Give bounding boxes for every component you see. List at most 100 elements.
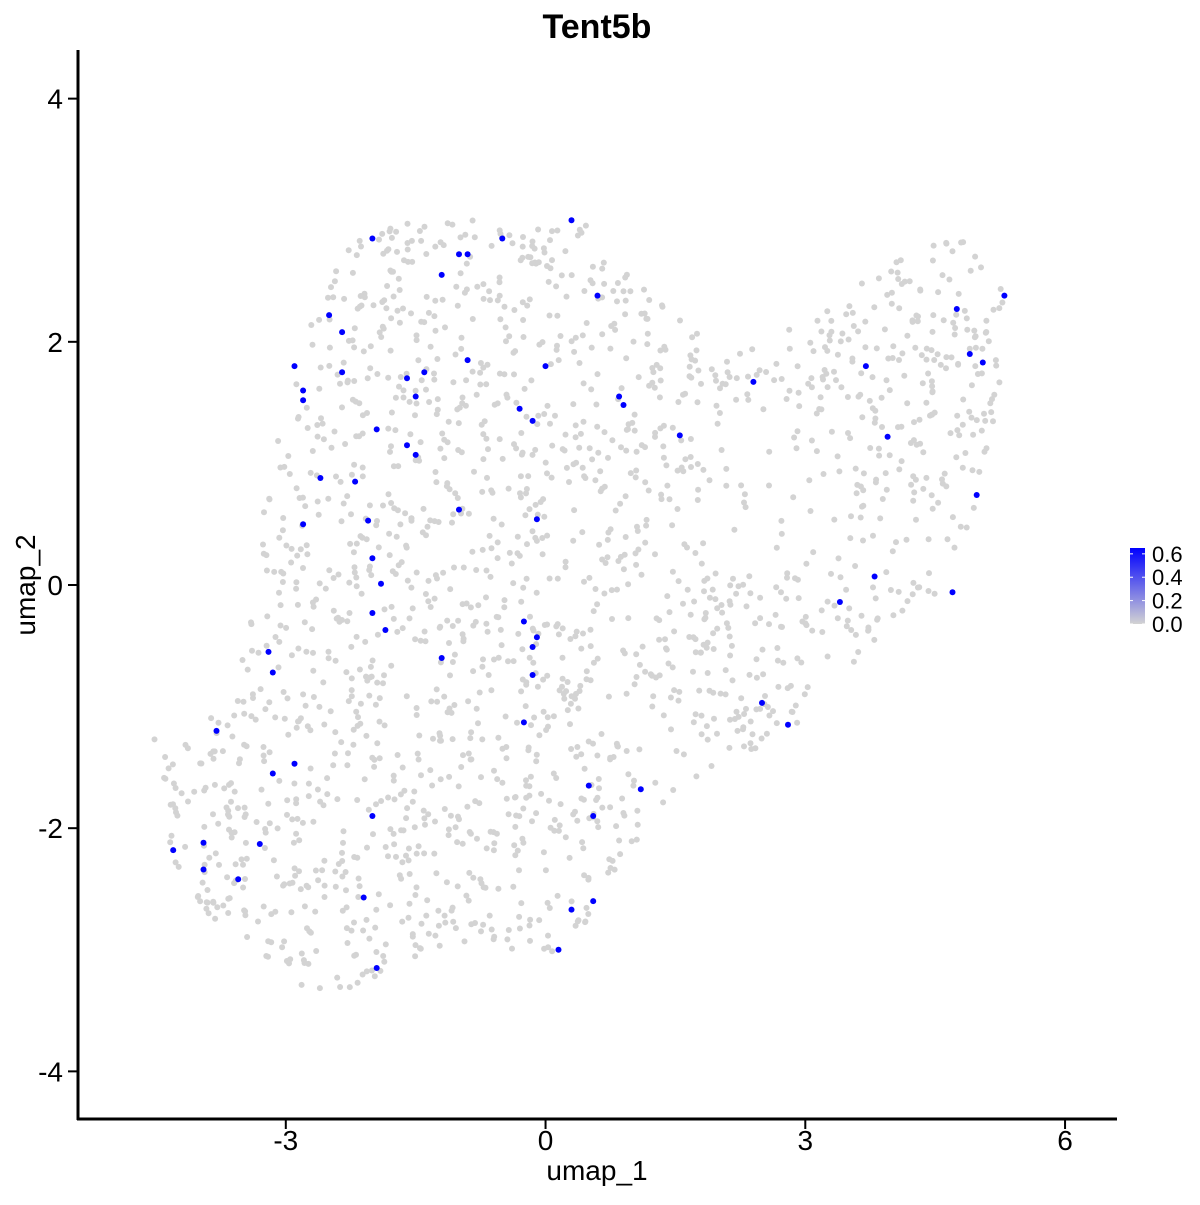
cell-point [366, 567, 373, 573]
cell-point [531, 245, 538, 252]
cell-point [501, 303, 508, 310]
cell-point [704, 639, 711, 646]
cell-point [242, 876, 248, 882]
cell-point [837, 338, 844, 345]
expressing-cell-point [365, 517, 372, 524]
cell-point [234, 698, 241, 704]
cell-point [878, 394, 885, 401]
cell-point [376, 695, 383, 702]
cell-point [561, 447, 568, 454]
cell-point [594, 818, 601, 825]
cell-point [405, 258, 411, 265]
cell-point [534, 421, 541, 428]
cell-point [724, 369, 731, 376]
cell-point [280, 515, 287, 521]
cell-point [766, 448, 773, 455]
cell-point [790, 494, 797, 501]
cell-point [225, 910, 232, 916]
cell-point [466, 869, 473, 876]
cell-point [690, 634, 697, 641]
cell-point [778, 517, 785, 524]
cell-point [403, 815, 410, 822]
cell-point [556, 822, 563, 829]
cell-point [345, 698, 352, 705]
cell-point [408, 515, 415, 522]
cell-point [326, 316, 333, 323]
cell-point [255, 649, 262, 656]
cell-point [334, 796, 341, 803]
cell-point [552, 412, 558, 419]
cell-point [441, 455, 448, 462]
cell-point [473, 705, 480, 712]
cell-point [427, 767, 434, 774]
cell-point [460, 635, 467, 642]
cell-point [498, 521, 505, 528]
cell-point [532, 501, 539, 508]
cell-point [351, 461, 358, 468]
cell-point [468, 729, 475, 736]
cell-point [370, 302, 377, 309]
cell-point [248, 713, 255, 720]
cell-point [587, 643, 594, 650]
cell-point [594, 655, 601, 662]
cell-point [442, 919, 449, 926]
cell-point [954, 412, 961, 419]
cell-point [545, 944, 552, 951]
cell-point [356, 883, 363, 890]
cell-point [913, 441, 920, 448]
cell-point [855, 328, 862, 335]
cell-point [849, 358, 856, 365]
cell-point [773, 544, 780, 551]
cell-point [539, 339, 546, 346]
cell-point [567, 636, 574, 642]
cell-point [353, 433, 360, 440]
cell-point [385, 374, 392, 381]
legend-tick-label: 0.6 [1152, 542, 1183, 567]
expressing-cell-point [317, 475, 324, 481]
cell-point [753, 371, 760, 378]
cell-point [999, 299, 1006, 306]
cell-point [746, 671, 753, 678]
cell-point [803, 560, 810, 567]
cell-point [294, 552, 301, 559]
cell-point [386, 530, 393, 537]
cell-point [562, 431, 569, 438]
cell-point [357, 293, 364, 299]
cell-point [472, 798, 479, 805]
cell-point [314, 433, 321, 440]
cell-point [516, 867, 522, 874]
cell-point [566, 854, 573, 861]
cell-point [394, 628, 401, 635]
cell-point [920, 449, 927, 456]
cell-point [971, 327, 978, 334]
cell-point [369, 754, 376, 761]
cell-point [680, 468, 687, 475]
cell-point [990, 418, 996, 425]
cell-point [413, 337, 420, 344]
cell-point [554, 342, 560, 349]
cell-point [455, 420, 462, 427]
cell-point [512, 348, 519, 355]
cell-point [241, 804, 248, 811]
cell-point [520, 805, 527, 812]
cell-point [535, 259, 542, 266]
cell-point [320, 436, 327, 443]
cell-point [657, 425, 664, 432]
cell-point [355, 875, 362, 882]
cell-point [307, 469, 314, 476]
cell-point [967, 267, 974, 274]
cell-point [445, 832, 452, 839]
cell-point [979, 345, 986, 352]
cell-point [627, 288, 634, 295]
cell-point [512, 794, 519, 800]
cell-point [325, 655, 332, 662]
cell-point [526, 792, 533, 799]
cell-point [623, 748, 630, 754]
cell-point [396, 872, 403, 879]
cell-point [545, 278, 552, 285]
cell-point [314, 786, 321, 793]
cell-point [579, 839, 586, 846]
cell-point [387, 826, 394, 833]
cell-point [959, 421, 966, 428]
cell-point [260, 744, 267, 750]
